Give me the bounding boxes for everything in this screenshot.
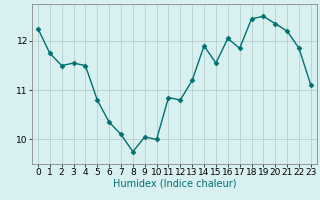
X-axis label: Humidex (Indice chaleur): Humidex (Indice chaleur): [113, 179, 236, 189]
